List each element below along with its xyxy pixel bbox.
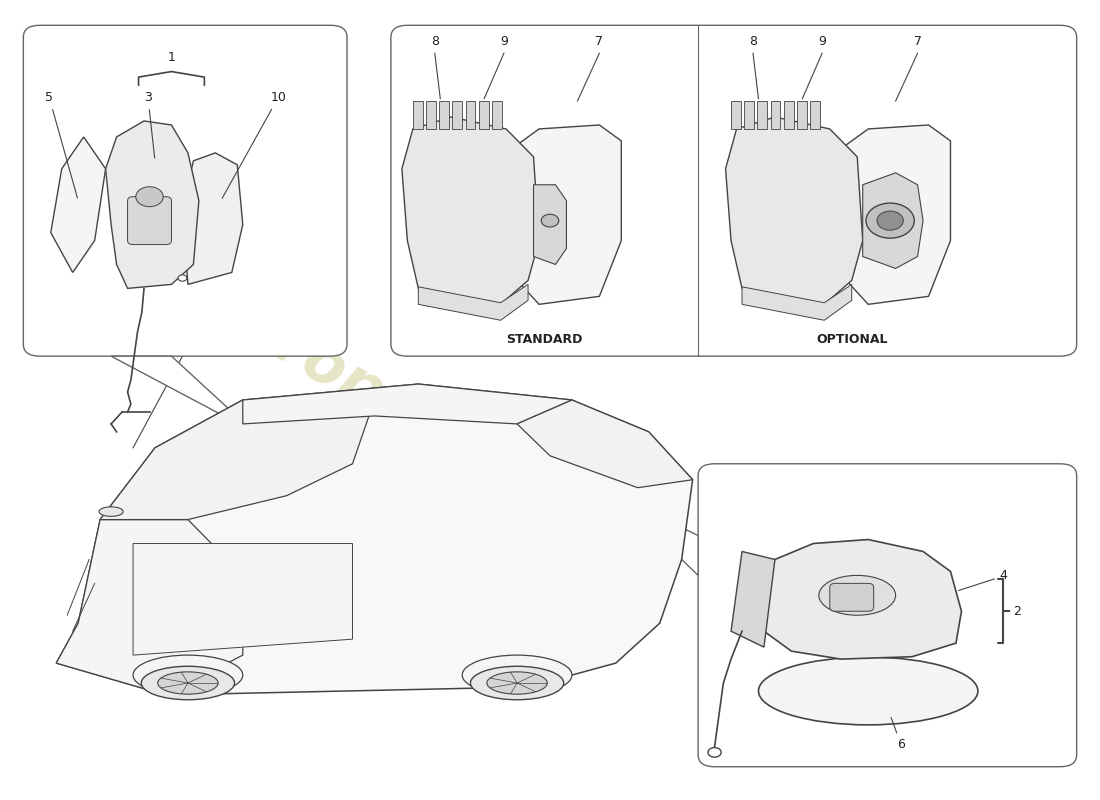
FancyBboxPatch shape — [23, 26, 346, 356]
Polygon shape — [758, 101, 768, 129]
Polygon shape — [56, 384, 693, 695]
Polygon shape — [616, 496, 699, 575]
Ellipse shape — [133, 655, 243, 695]
Ellipse shape — [141, 666, 234, 700]
Text: 9: 9 — [818, 35, 826, 48]
Polygon shape — [796, 101, 806, 129]
Text: 1: 1 — [167, 50, 175, 63]
Circle shape — [866, 203, 914, 238]
Text: 10: 10 — [222, 91, 286, 198]
Polygon shape — [56, 519, 243, 695]
Polygon shape — [418, 285, 528, 320]
FancyBboxPatch shape — [390, 26, 1077, 356]
Text: 7: 7 — [595, 35, 604, 48]
Ellipse shape — [818, 575, 895, 615]
Text: 8: 8 — [431, 35, 439, 48]
Circle shape — [541, 214, 559, 227]
Polygon shape — [100, 400, 374, 519]
Text: 5: 5 — [45, 91, 77, 198]
Polygon shape — [426, 101, 436, 129]
FancyBboxPatch shape — [829, 583, 873, 611]
FancyBboxPatch shape — [128, 197, 172, 245]
Polygon shape — [452, 101, 462, 129]
Text: 3: 3 — [144, 91, 155, 158]
Text: 2: 2 — [1013, 605, 1021, 618]
Polygon shape — [742, 285, 851, 320]
Polygon shape — [517, 125, 622, 304]
Text: europarts: europarts — [191, 274, 514, 494]
Ellipse shape — [157, 672, 218, 694]
Polygon shape — [106, 121, 199, 288]
Polygon shape — [478, 101, 488, 129]
Polygon shape — [745, 101, 755, 129]
Polygon shape — [133, 543, 352, 655]
Ellipse shape — [471, 666, 563, 700]
Ellipse shape — [759, 657, 978, 725]
Polygon shape — [465, 101, 475, 129]
Polygon shape — [51, 137, 106, 273]
Polygon shape — [862, 173, 923, 269]
Text: 9: 9 — [500, 35, 508, 48]
Text: a passion for parts since 1965: a passion for parts since 1965 — [253, 462, 518, 626]
Text: STANDARD: STANDARD — [506, 333, 583, 346]
Polygon shape — [402, 117, 539, 304]
Text: 7: 7 — [914, 35, 922, 48]
Polygon shape — [810, 101, 820, 129]
Circle shape — [877, 211, 903, 230]
Polygon shape — [759, 539, 961, 659]
Polygon shape — [846, 125, 950, 304]
Ellipse shape — [487, 672, 548, 694]
FancyBboxPatch shape — [698, 464, 1077, 766]
Polygon shape — [243, 384, 572, 424]
Polygon shape — [183, 153, 243, 285]
Polygon shape — [517, 400, 693, 488]
Polygon shape — [111, 356, 254, 432]
Polygon shape — [783, 101, 793, 129]
Polygon shape — [726, 117, 862, 304]
Circle shape — [708, 747, 722, 757]
Polygon shape — [732, 551, 774, 647]
Polygon shape — [534, 185, 566, 265]
Circle shape — [178, 275, 187, 282]
Ellipse shape — [462, 655, 572, 695]
Text: 6: 6 — [891, 718, 905, 751]
Text: 8: 8 — [749, 35, 757, 48]
Polygon shape — [732, 101, 741, 129]
Polygon shape — [770, 101, 780, 129]
Text: 4: 4 — [958, 570, 1008, 590]
Polygon shape — [492, 101, 502, 129]
Text: OPTIONAL: OPTIONAL — [816, 333, 888, 346]
Polygon shape — [439, 101, 449, 129]
Ellipse shape — [99, 507, 123, 516]
Ellipse shape — [135, 186, 163, 206]
Polygon shape — [412, 101, 422, 129]
